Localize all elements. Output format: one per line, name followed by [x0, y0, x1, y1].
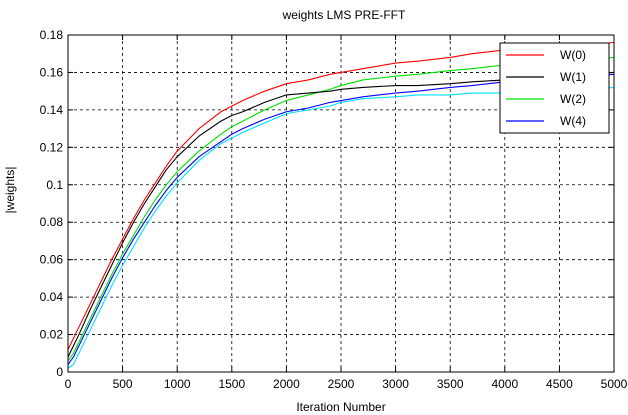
y-axis-label: |weights|	[3, 167, 17, 214]
ticks: 0 500 1000 1500 2000 2500 3000 3500 4000 4500 5000…	[40, 28, 628, 391]
x-tick-label: 4500	[546, 377, 573, 391]
series-line-w1	[67, 71, 615, 358]
y-tick-label: 0.06	[40, 253, 64, 267]
series-line-unlabeled-4	[67, 86, 615, 369]
y-tick-label: 0.14	[40, 103, 64, 117]
y-tick-label: 0.12	[40, 140, 64, 154]
y-tick-label: 0.16	[40, 65, 64, 79]
grid	[68, 35, 614, 372]
legend-label-w4: W(4)	[560, 114, 586, 128]
x-tick-label: 3000	[382, 377, 409, 391]
x-tick-label: 1500	[218, 377, 245, 391]
x-tick-label: 4000	[491, 377, 518, 391]
x-tick-label: 3500	[437, 377, 464, 391]
x-axis-label: Iteration Number	[296, 400, 385, 414]
x-tick-label: 2500	[328, 377, 355, 391]
y-tick-label: 0.1	[46, 178, 63, 192]
plot-frame	[67, 34, 615, 373]
x-tick-label: 2000	[273, 377, 300, 391]
y-tick-label: 0.04	[40, 290, 64, 304]
x-tick-label: 0	[65, 377, 72, 391]
series-line-w0	[67, 41, 615, 350]
x-tick-label: 5000	[601, 377, 628, 391]
legend-box	[499, 42, 610, 134]
legend-label-w0: W(0)	[560, 48, 586, 62]
series-layer	[67, 41, 615, 369]
x-tick-label: 500	[113, 377, 133, 391]
x-tick-label: 1000	[164, 377, 191, 391]
series-line-w2	[67, 56, 615, 362]
y-tick-label: 0	[56, 365, 63, 379]
legend-label-w1: W(1)	[560, 70, 586, 84]
legend-items: W(0) W(1) W(2) W(4)	[506, 48, 586, 128]
y-tick-label: 0.18	[40, 28, 64, 42]
legend-label-w2: W(2)	[560, 92, 586, 106]
chart-title: weights LMS PRE-FFT	[282, 8, 406, 22]
legend: W(0) W(1) W(2) W(4)	[499, 42, 610, 134]
y-tick-label: 0.02	[40, 328, 64, 342]
series-line-w4	[67, 73, 615, 365]
y-tick-label: 0.08	[40, 215, 64, 229]
